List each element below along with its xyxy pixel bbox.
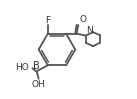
Text: O: O [79,15,86,24]
Text: OH: OH [32,80,45,89]
Text: HO: HO [15,63,29,72]
Text: B: B [33,61,40,71]
Text: F: F [45,16,50,25]
Text: N: N [86,26,93,35]
